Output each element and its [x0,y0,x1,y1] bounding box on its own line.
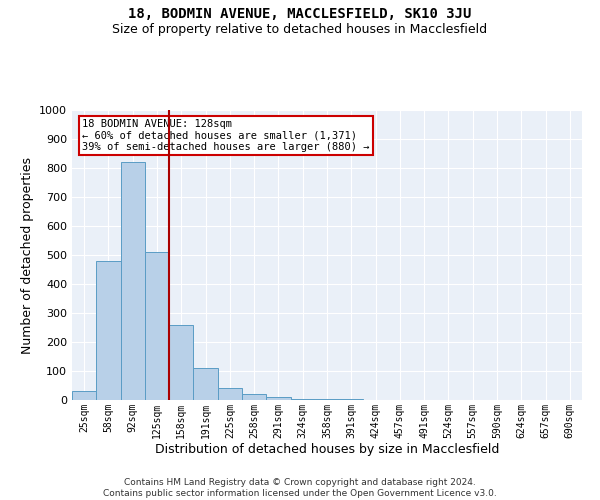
Bar [218,388,242,400]
Bar [266,397,290,400]
Bar [290,398,315,400]
Text: Size of property relative to detached houses in Macclesfield: Size of property relative to detached ho… [112,22,488,36]
Bar [96,261,121,400]
Text: 18, BODMIN AVENUE, MACCLESFIELD, SK10 3JU: 18, BODMIN AVENUE, MACCLESFIELD, SK10 3J… [128,8,472,22]
Bar [145,252,169,400]
Bar [193,368,218,400]
Y-axis label: Number of detached properties: Number of detached properties [20,156,34,354]
Bar [72,392,96,400]
Text: 18 BODMIN AVENUE: 128sqm
← 60% of detached houses are smaller (1,371)
39% of sem: 18 BODMIN AVENUE: 128sqm ← 60% of detach… [82,118,370,152]
Bar [121,162,145,400]
Bar [315,399,339,400]
Text: Contains HM Land Registry data © Crown copyright and database right 2024.
Contai: Contains HM Land Registry data © Crown c… [103,478,497,498]
Text: Distribution of detached houses by size in Macclesfield: Distribution of detached houses by size … [155,442,499,456]
Bar [169,324,193,400]
Bar [242,394,266,400]
